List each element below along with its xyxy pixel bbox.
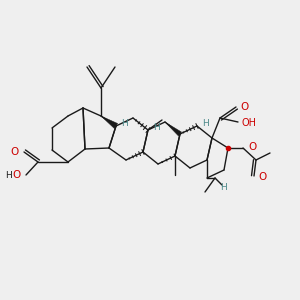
Text: OH: OH xyxy=(242,118,257,128)
Text: H: H xyxy=(220,184,227,193)
Polygon shape xyxy=(165,122,181,136)
Text: O: O xyxy=(13,170,21,180)
Text: O: O xyxy=(258,172,266,182)
Text: O: O xyxy=(11,147,19,157)
Text: H: H xyxy=(121,119,128,128)
Polygon shape xyxy=(101,116,118,128)
Text: O: O xyxy=(248,142,256,152)
Text: H: H xyxy=(153,124,160,133)
Text: H: H xyxy=(5,170,12,179)
Text: H: H xyxy=(202,119,209,128)
Text: O: O xyxy=(240,102,248,112)
